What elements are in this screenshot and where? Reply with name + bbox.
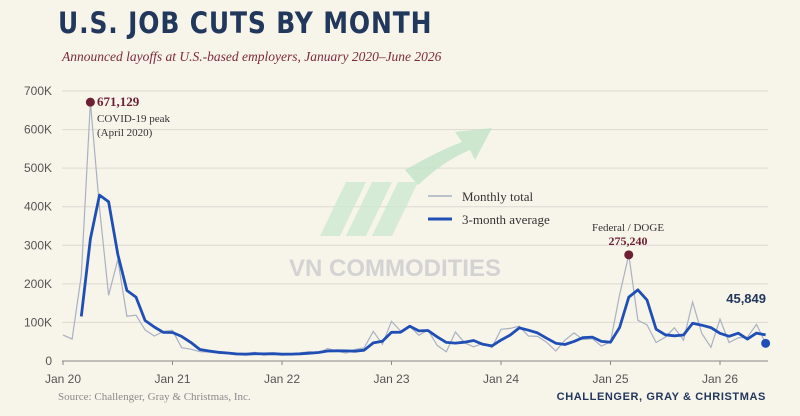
- chart-subtitle: Announced layoffs at U.S.-based employer…: [62, 49, 442, 64]
- chart-title: U.S. JOB CUTS BY MONTH: [58, 6, 433, 40]
- series-line-monthly-total: [62, 102, 767, 356]
- watermark-arrow-icon: [405, 128, 492, 185]
- watermark-text: VN COMMODITIES: [289, 255, 501, 282]
- x-tick-label: Jan 26: [702, 372, 738, 386]
- annotation-peak-point: [624, 250, 634, 260]
- annotation-doge-value: 275,240: [609, 234, 648, 248]
- legend-label-monthly-total: Monthly total: [462, 189, 534, 204]
- watermark-stripe-3: [372, 182, 418, 236]
- y-tick-label: 200K: [24, 277, 52, 291]
- y-tick-label: 700K: [24, 84, 52, 98]
- y-tick-label: 600K: [24, 123, 52, 137]
- annotation-points: [85, 97, 771, 348]
- latest-value-point: [761, 338, 771, 348]
- annotation-peak-point: [85, 97, 95, 107]
- x-tick-label: Jan 25: [592, 372, 628, 386]
- y-tick-label: 400K: [24, 200, 52, 214]
- watermark-stripe-2: [346, 182, 392, 236]
- annotation-covid-note-2: (April 2020): [97, 127, 153, 139]
- annotation-doge-note: Federal / DOGE: [592, 222, 664, 234]
- annotation-covid-value: 671,129: [97, 94, 140, 109]
- x-tick-label: Jan 23: [373, 372, 409, 386]
- y-tick-label: 300K: [24, 238, 52, 252]
- x-tick-label: Jan 20: [45, 372, 81, 386]
- series-line-3-month-average: [79, 193, 766, 356]
- watermark-stripe-1: [320, 182, 366, 236]
- x-tick-label: Jan 22: [264, 372, 300, 386]
- legend-label-3-month-average: 3-month average: [462, 212, 550, 227]
- x-tick-label: Jan 21: [154, 372, 190, 386]
- publisher-credit: CHALLENGER, GRAY & CHRISTMAS: [556, 391, 766, 403]
- annotation-latest-value: 45,849: [726, 291, 766, 306]
- watermark: VN COMMODITIES: [289, 128, 501, 282]
- y-tick-label: 500K: [24, 161, 52, 175]
- grid-lines: [62, 90, 768, 323]
- y-tick-label: 0: [45, 354, 52, 368]
- legend: Monthly total 3-month average: [428, 189, 550, 227]
- x-tick-label: Jan 24: [483, 372, 519, 386]
- y-tick-label: 100K: [24, 315, 52, 329]
- x-axis-ticks: Jan 20 Jan 21 Jan 22 Jan 23 Jan 24 Jan 25 Jan …: [45, 361, 738, 386]
- y-axis-ticks: 0 100K 200K 300K 400K 500K 600K 700K: [24, 84, 52, 368]
- source-note: Source: Challenger, Gray & Christmas, In…: [58, 391, 251, 403]
- annotation-covid-note-1: COVID-19 peak: [97, 113, 171, 125]
